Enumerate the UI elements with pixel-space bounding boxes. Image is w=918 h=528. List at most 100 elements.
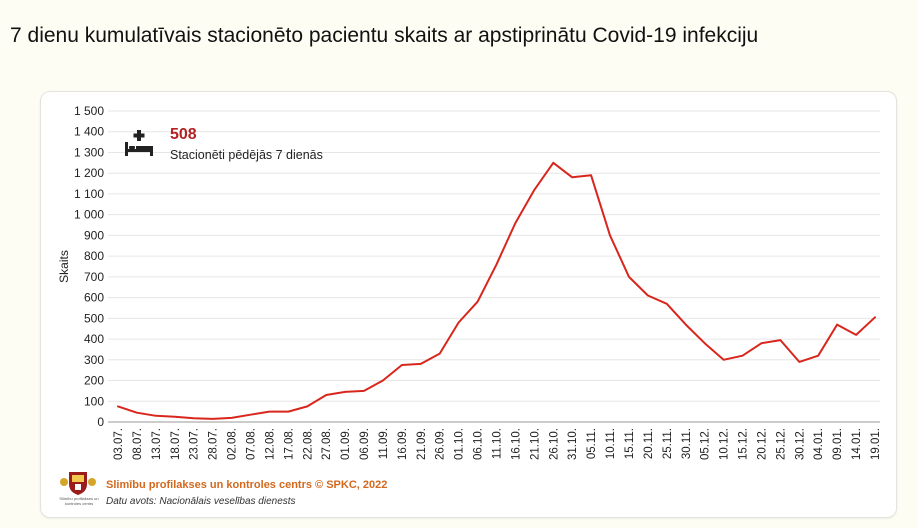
- x-tick-label: 14.01.: [851, 428, 863, 460]
- y-tick-label: 800: [84, 249, 104, 263]
- x-tick: 03.07.: [113, 428, 125, 460]
- y-tick-label: 100: [84, 394, 104, 408]
- x-tick: 26.10.: [548, 428, 560, 460]
- x-tick-label: 16.10.: [510, 428, 522, 460]
- x-tick: 09.01.: [832, 428, 844, 460]
- x-tick: 20.12.: [756, 428, 768, 460]
- x-tick: 13.07.: [151, 428, 163, 460]
- x-tick-label: 25.11.: [662, 428, 674, 459]
- x-tick: 02.08.: [227, 428, 239, 460]
- x-tick: 05.12.: [700, 428, 712, 460]
- x-tick-labels: 03.07. 08.07. 13.07. 18.07. 23.07. 28.07. 02.0…: [113, 428, 882, 460]
- x-tick-label: 01.09.: [340, 428, 352, 460]
- y-tick-labels: 0 100 200 300 400 500 600 700 800 900 1 000 1 100 1 …: [74, 104, 104, 429]
- x-tick: 19.01.: [870, 428, 882, 460]
- x-tick: 20.11.: [643, 428, 655, 459]
- y-axis-label: Skaits: [57, 250, 71, 283]
- copyright-text: Slimību profilakses un kontroles centrs …: [106, 479, 388, 491]
- x-tick: 23.07.: [189, 428, 201, 460]
- x-tick: 26.09.: [435, 428, 447, 460]
- logo-caption: Slimību profilakses un kontroles centrs: [59, 496, 99, 506]
- x-tick: 15.11.: [624, 428, 636, 459]
- x-tick-label: 30.12.: [794, 428, 806, 460]
- x-tick-label: 07.08.: [245, 428, 257, 460]
- x-tick-label: 31.10.: [567, 428, 579, 460]
- x-tick-label: 05.11.: [586, 428, 598, 459]
- x-tick-label: 26.10.: [548, 428, 560, 460]
- y-tick-label: 700: [84, 270, 104, 284]
- y-tick-label: 1 300: [74, 145, 104, 159]
- x-tick: 21.09.: [416, 428, 428, 460]
- x-tick: 28.07.: [208, 428, 220, 460]
- x-tick-label: 27.08.: [321, 428, 333, 460]
- x-tick: 08.07.: [132, 428, 144, 460]
- x-tick-label: 25.12.: [775, 428, 787, 460]
- x-tick: 18.07.: [170, 428, 182, 460]
- series-line: [117, 161, 876, 420]
- x-tick: 06.10.: [473, 428, 485, 460]
- x-tick-label: 08.07.: [132, 428, 144, 460]
- x-tick-label: 16.09.: [397, 428, 409, 460]
- x-tick-label: 10.12.: [719, 428, 731, 460]
- x-tick: 30.11.: [681, 428, 693, 459]
- y-tick-label: 300: [84, 353, 104, 367]
- x-tick-label: 05.12.: [700, 428, 712, 460]
- kpi-value: 508: [170, 126, 197, 143]
- x-tick: 22.08.: [302, 428, 314, 460]
- x-tick-label: 15.11.: [624, 428, 636, 459]
- page-title: 7 dienu kumulatīvais stacionēto pacientu…: [10, 24, 759, 47]
- y-tick-label: 500: [84, 311, 104, 325]
- x-tick-label: 17.08.: [283, 428, 295, 460]
- y-tick-label: 1 400: [74, 125, 104, 139]
- x-tick-label: 22.08.: [302, 428, 314, 460]
- x-tick: 16.09.: [397, 428, 409, 460]
- y-tick-label: 0: [97, 415, 104, 429]
- y-tick-label: 900: [84, 228, 104, 242]
- x-tick: 12.08.: [264, 428, 276, 460]
- x-tick: 11.10.: [492, 428, 504, 459]
- y-tick-label: 1 000: [74, 208, 104, 222]
- spkc-logo: [55, 470, 101, 501]
- x-tick-label: 10.11.: [605, 428, 617, 459]
- x-tick: 25.11.: [662, 428, 674, 459]
- x-tick: 17.08.: [283, 428, 295, 460]
- x-tick-label: 21.10.: [529, 428, 541, 460]
- x-tick: 21.10.: [529, 428, 541, 460]
- x-tick-label: 15.12.: [738, 428, 750, 460]
- x-tick-label: 12.08.: [264, 428, 276, 460]
- x-tick: 25.12.: [775, 428, 787, 460]
- x-tick-label: 06.09.: [359, 428, 371, 460]
- x-tick: 01.10.: [454, 428, 466, 460]
- x-tick: 16.10.: [510, 428, 522, 460]
- x-tick: 15.12.: [738, 428, 750, 460]
- x-tick: 11.09.: [378, 428, 390, 459]
- y-tick-label: 1 100: [74, 187, 104, 201]
- x-tick-label: 19.01.: [870, 428, 882, 460]
- y-tick-label: 200: [84, 374, 104, 388]
- data-source-text: Datu avots: Nacionālais veselības dienes…: [106, 496, 296, 507]
- x-tick: 10.11.: [605, 428, 617, 459]
- x-tick-label: 23.07.: [189, 428, 201, 460]
- x-tick-label: 11.10.: [492, 428, 504, 459]
- x-tick-label: 06.10.: [473, 428, 485, 460]
- x-tick-label: 01.10.: [454, 428, 466, 460]
- x-tick-label: 04.01.: [813, 428, 825, 460]
- x-tick-label: 30.11.: [681, 428, 693, 459]
- x-tick: 06.09.: [359, 428, 371, 460]
- x-tick-label: 09.01.: [832, 428, 844, 460]
- x-tick-label: 03.07.: [113, 428, 125, 460]
- x-tick: 10.12.: [719, 428, 731, 460]
- y-tick-label: 400: [84, 332, 104, 346]
- grid-lines: [108, 110, 880, 423]
- x-tick-label: 18.07.: [170, 428, 182, 460]
- x-tick: 31.10.: [567, 428, 579, 460]
- series-line-group: [117, 161, 876, 420]
- y-tick-label: 600: [84, 291, 104, 305]
- y-tick-label: 1 500: [74, 104, 104, 118]
- x-tick-label: 28.07.: [208, 428, 220, 460]
- x-tick: 07.08.: [245, 428, 257, 460]
- x-tick-label: 20.11.: [643, 428, 655, 459]
- x-tick-label: 26.09.: [435, 428, 447, 460]
- x-tick: 05.11.: [586, 428, 598, 459]
